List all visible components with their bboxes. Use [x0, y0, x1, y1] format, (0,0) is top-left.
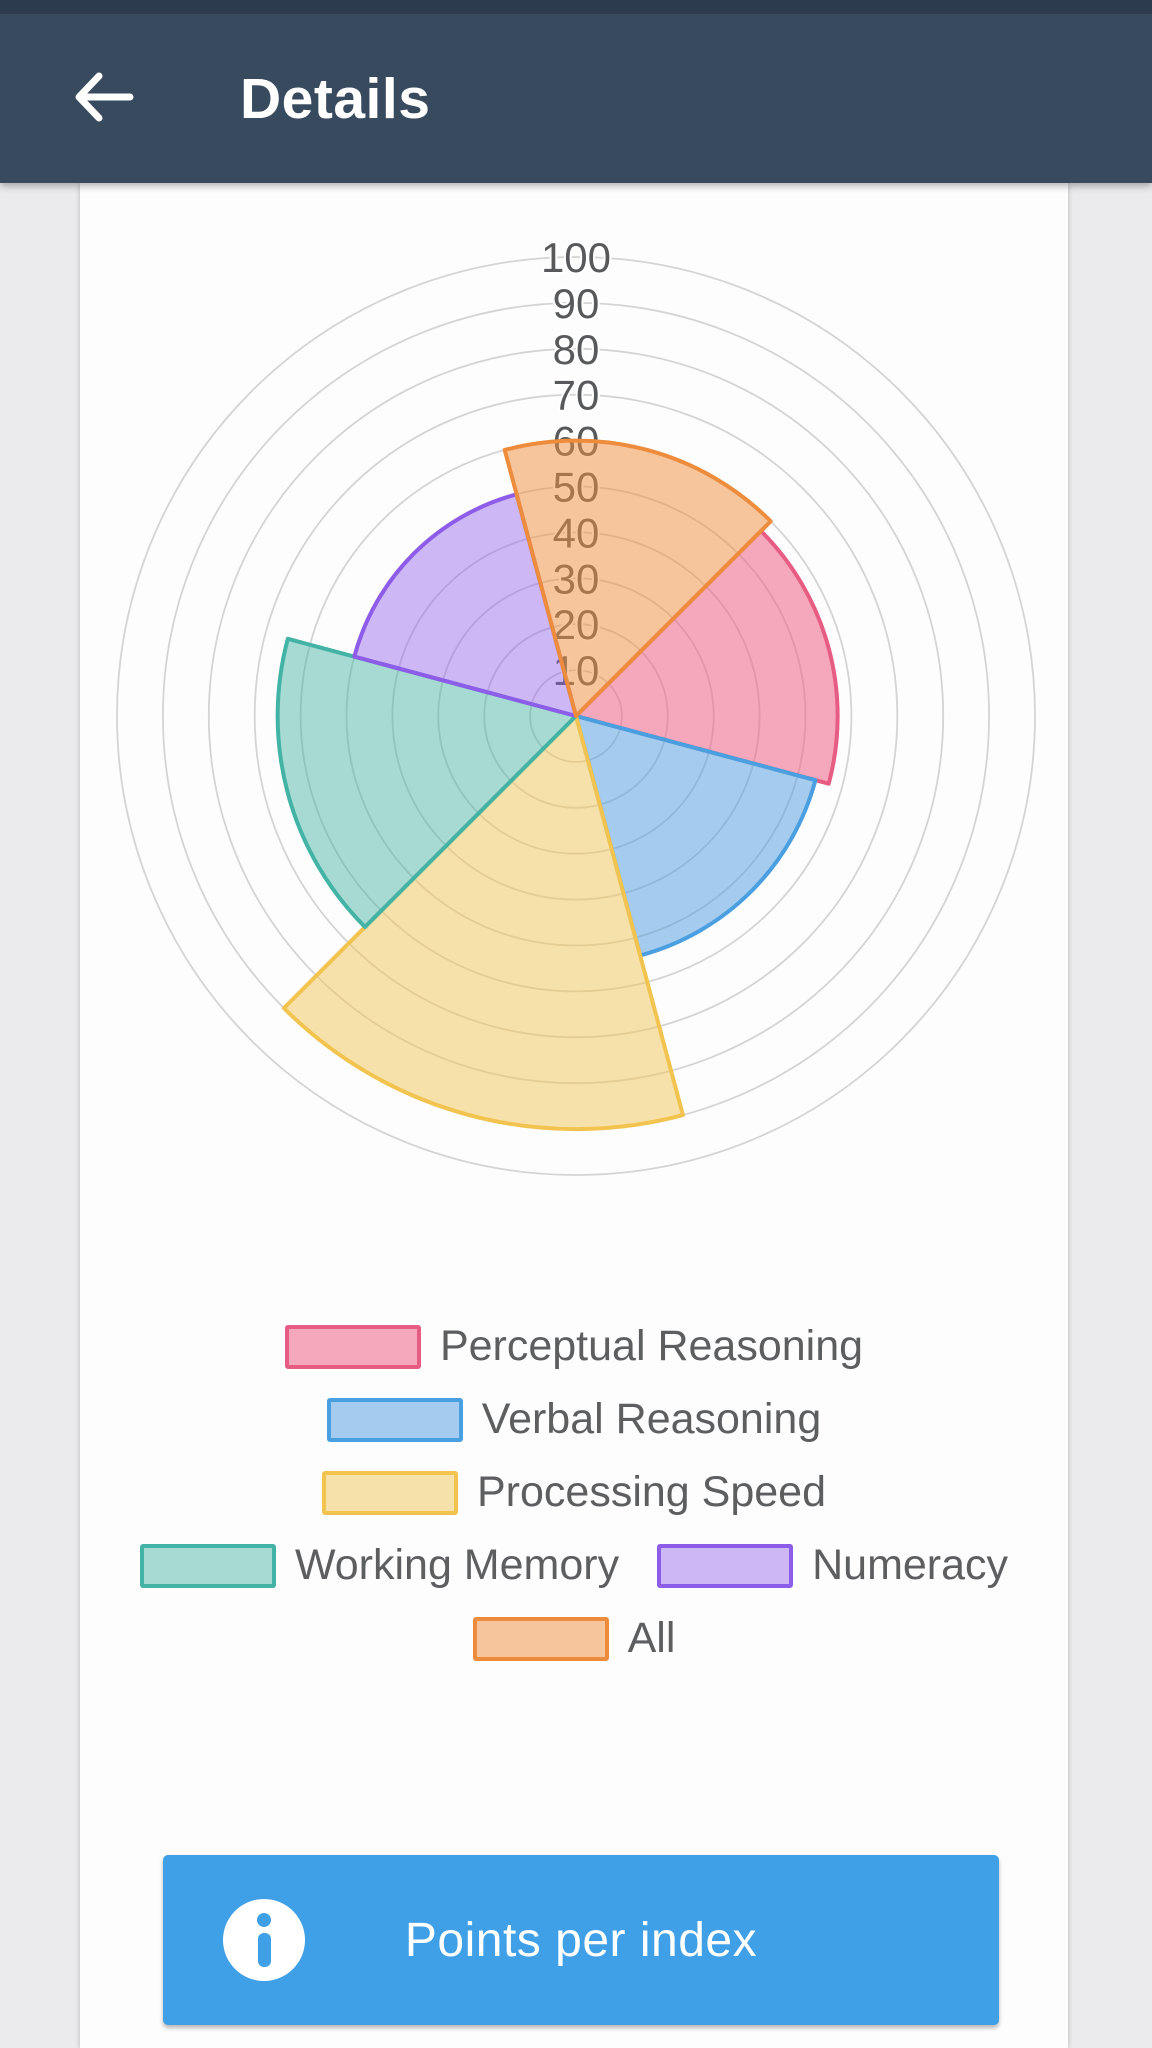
- wedge-processing-speed: [281, 714, 685, 1132]
- legend-label: Perceptual Reasoning: [439, 1322, 864, 1370]
- legend-item-verbal-reasoning: Verbal Reasoning: [326, 1395, 822, 1443]
- legend-row: Working Memory Numeracy: [139, 1529, 1009, 1602]
- legend-item-working-memory: Working Memory: [139, 1541, 620, 1589]
- info-icon-dot: [257, 1913, 271, 1927]
- svg-text:100: 100: [541, 234, 611, 281]
- legend-item-processing-speed: Processing Speed: [322, 1468, 826, 1516]
- svg-text:70: 70: [553, 372, 600, 419]
- svg-text:90: 90: [553, 280, 600, 327]
- legend-item-numeracy: Numeracy: [657, 1541, 1009, 1589]
- legend-label: Verbal Reasoning: [481, 1395, 822, 1443]
- legend-label: All: [627, 1614, 676, 1662]
- svg-text:80: 80: [553, 326, 600, 373]
- wedge-working-memory: [275, 636, 578, 929]
- chart-canvas: 102030405060708090100: [116, 232, 1036, 1176]
- wedge-all: [502, 438, 773, 718]
- back-arrow-icon: [72, 70, 136, 127]
- legend-item-perceptual-reasoning: Perceptual Reasoning: [284, 1322, 864, 1370]
- legend-label: Working Memory: [294, 1541, 620, 1589]
- polar-chart: 102030405060708090100: [80, 183, 1068, 1213]
- legend-label: Processing Speed: [477, 1468, 826, 1516]
- app-header: Details: [0, 14, 1152, 183]
- legend-row: All: [472, 1602, 676, 1675]
- legend-row: Processing Speed: [322, 1456, 826, 1529]
- page-title: Details: [240, 66, 431, 131]
- points-per-index-button[interactable]: Points per index: [163, 1855, 999, 2025]
- legend-item-all: All: [472, 1614, 676, 1662]
- legend-swatch-perceptual-reasoning: [284, 1324, 421, 1369]
- chart-legend: Perceptual Reasoning Verbal Reasoning Pr…: [80, 1310, 1068, 1675]
- legend-label: Numeracy: [812, 1541, 1009, 1589]
- legend-swatch-processing-speed: [322, 1470, 458, 1515]
- legend-swatch-working-memory: [139, 1543, 276, 1588]
- wedge-numeracy: [352, 492, 578, 718]
- legend-swatch-numeracy: [657, 1543, 794, 1588]
- info-icon: [223, 1899, 305, 1981]
- legend-swatch-verbal-reasoning: [326, 1397, 463, 1442]
- legend-row: Perceptual Reasoning: [284, 1310, 864, 1383]
- points-per-index-label: Points per index: [404, 1913, 758, 1967]
- wedge-perceptual-reasoning: [574, 529, 840, 786]
- status-bar: [0, 0, 1152, 14]
- wedge-verbal-reasoning: [574, 714, 818, 958]
- legend-swatch-all: [472, 1616, 609, 1661]
- back-button[interactable]: [66, 61, 142, 137]
- info-icon-stem: [257, 1933, 271, 1967]
- legend-row: Verbal Reasoning: [326, 1383, 822, 1456]
